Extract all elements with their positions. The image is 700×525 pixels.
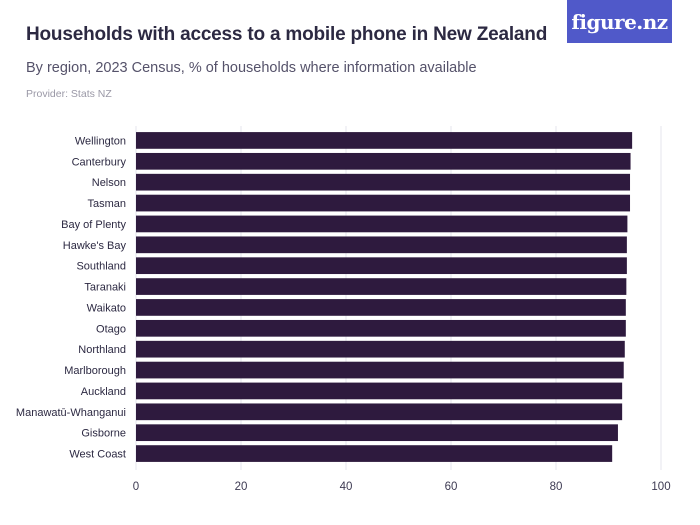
bar[interactable] bbox=[136, 403, 623, 421]
bar[interactable] bbox=[136, 257, 627, 275]
category-label: Bay of Plenty bbox=[61, 219, 126, 231]
x-tick-label: 60 bbox=[445, 481, 458, 493]
category-label: Tasman bbox=[87, 198, 126, 210]
provider-note: Provider: Stats NZ bbox=[26, 88, 112, 100]
category-label: Nelson bbox=[92, 177, 126, 189]
x-tick-label: 20 bbox=[235, 481, 248, 493]
x-axis-ticks: 0 20 40 60 80 100 bbox=[133, 481, 671, 493]
x-tick-label: 80 bbox=[550, 481, 563, 493]
x-tick-label: 100 bbox=[651, 481, 670, 493]
category-label: West Coast bbox=[69, 449, 126, 461]
bar[interactable] bbox=[136, 236, 627, 254]
figure-nz-logo[interactable]: figure.nz bbox=[567, 0, 672, 43]
bar[interactable] bbox=[136, 278, 627, 295]
category-label: Otago bbox=[96, 323, 126, 335]
category-label: Southland bbox=[76, 261, 126, 273]
x-tick-label: 0 bbox=[133, 481, 139, 493]
bar[interactable] bbox=[136, 382, 623, 400]
category-labels: Wellington Canterbury Nelson Tasman Bay of P… bbox=[16, 135, 127, 460]
category-label: Auckland bbox=[81, 386, 126, 398]
bars bbox=[136, 132, 633, 462]
category-label: Manawatū-Whanganui bbox=[16, 407, 126, 419]
category-label: Gisborne bbox=[81, 428, 126, 440]
category-label: Taranaki bbox=[84, 282, 126, 294]
bar[interactable] bbox=[136, 299, 626, 316]
chart-title: Households with access to a mobile phone… bbox=[26, 24, 548, 45]
category-label: Hawke's Bay bbox=[63, 240, 127, 252]
bar[interactable] bbox=[136, 319, 626, 337]
category-label: Waikato bbox=[87, 302, 126, 314]
bar[interactable] bbox=[136, 424, 618, 442]
bar[interactable] bbox=[136, 173, 631, 191]
bar[interactable] bbox=[136, 194, 631, 212]
bar[interactable] bbox=[136, 445, 613, 462]
category-label: Canterbury bbox=[72, 156, 127, 168]
chart-subtitle: By region, 2023 Census, % of households … bbox=[26, 60, 477, 76]
bar[interactable] bbox=[136, 132, 633, 149]
bar[interactable] bbox=[136, 152, 631, 170]
bar[interactable] bbox=[136, 340, 625, 358]
category-label: Marlborough bbox=[64, 365, 126, 377]
category-label: Wellington bbox=[75, 135, 126, 147]
category-label: Northland bbox=[78, 344, 126, 356]
bar[interactable] bbox=[136, 215, 628, 233]
bar[interactable] bbox=[136, 361, 624, 379]
x-tick-label: 40 bbox=[340, 481, 353, 493]
